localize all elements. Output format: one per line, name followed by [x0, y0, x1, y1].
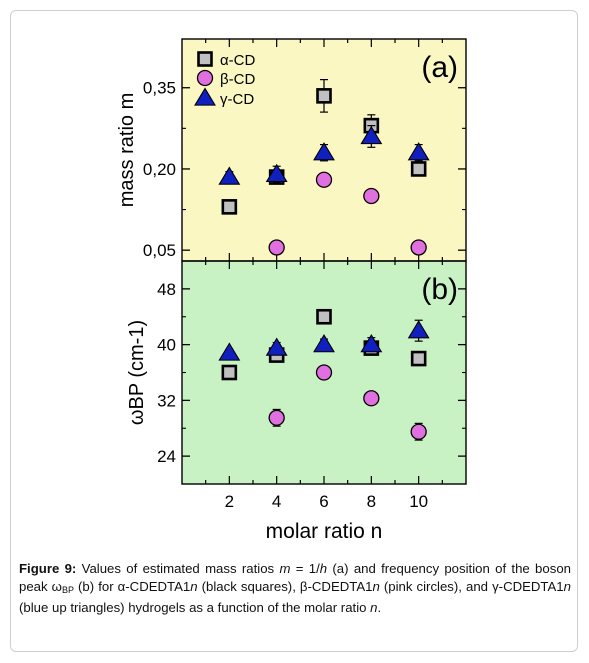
panel-a-point: [360, 125, 383, 145]
panel-a-point: [410, 239, 427, 256]
panel-b-ytick-label: 32: [157, 391, 176, 410]
panel-a-ytick-label: 0,20: [143, 160, 176, 179]
panel-b-point: [360, 334, 383, 353]
panel-b-point: [410, 350, 427, 367]
panel-a-ylabel: mass ratio m: [116, 93, 138, 207]
caption-text-3: (a) and frequency position of the boson …: [19, 561, 571, 594]
caption-sub: BP: [61, 584, 74, 595]
panel-a-label: (a): [421, 51, 458, 84]
caption-n3: n: [563, 578, 571, 594]
caption-h: h: [319, 561, 328, 576]
panel-b-point: [313, 334, 335, 353]
panel-b-point: [315, 364, 333, 381]
panel-b-point: [221, 364, 238, 381]
caption-n4: n: [370, 600, 378, 615]
caption-text-1: Values of estimated mass ratios: [76, 561, 280, 576]
xtick-label: 4: [272, 492, 281, 511]
figure-caption: Figure 9: Values of estimated mass ratio…: [19, 560, 571, 617]
panel-b-frame: [181, 260, 467, 485]
caption-text-7: (blue up triangles) hydrogels as a funct…: [19, 600, 371, 615]
data-marks: [194, 51, 430, 441]
caption-text-5: (black squares), β-CDEDTA1: [197, 578, 373, 594]
legend-marker: [196, 69, 214, 87]
xtick-label: 10: [409, 492, 428, 511]
panel-b-point: [316, 308, 332, 325]
caption-text-2: = 1/: [290, 561, 320, 576]
xtick-label: 8: [367, 492, 376, 511]
xlabel: molar ratio n: [266, 520, 383, 543]
caption-text-8: .: [377, 600, 382, 615]
panel-a-ytick-label: 0,05: [143, 241, 176, 260]
panel-a-point: [313, 142, 335, 161]
caption-m: m: [279, 561, 291, 576]
panel-b-ytick-label: 48: [157, 280, 176, 299]
panel-b-point: [363, 390, 380, 407]
legend-marker: [197, 51, 213, 67]
panel-b-point: [410, 423, 427, 440]
panel-a-ytick-label: 0,35: [143, 79, 176, 98]
legend-label: α-CD: [220, 52, 255, 69]
caption-n2: n: [372, 578, 380, 594]
panel-b-label: (b): [421, 273, 458, 306]
caption-label: Figure 9:: [19, 561, 77, 576]
panel-b-ytick-label: 24: [157, 447, 176, 466]
xtick-label: 2: [225, 492, 234, 511]
panel-a-point: [410, 161, 427, 177]
panel-a-point: [363, 187, 380, 205]
legend-label: γ-CD: [220, 91, 254, 108]
panel-a-point: [407, 142, 430, 161]
panel-a-point: [316, 88, 332, 104]
legend-label: β-CD: [220, 71, 255, 88]
panel-b-ytick-label: 40: [157, 336, 176, 355]
panel-b-point: [268, 409, 285, 426]
panel-a-point: [268, 239, 285, 256]
panel-b-point: [265, 337, 288, 356]
panel-b-point: [218, 342, 241, 361]
panel-a-point: [221, 199, 238, 215]
panel-a-point: [218, 166, 241, 185]
axes: [181, 38, 467, 485]
xtick-label: 6: [319, 492, 328, 511]
panel-b-point: [407, 320, 430, 339]
caption-text-6: (pink circles), and γ-CDEDTA1: [379, 578, 564, 594]
legend-marker: [194, 87, 216, 106]
panel-a-point: [265, 163, 288, 183]
panel-b-ylabel: ωBP (cm-1): [126, 320, 148, 425]
panel-a-point: [315, 171, 333, 188]
caption-text-4: (b) for α-CDEDTA1: [73, 578, 191, 594]
caption-n1: n: [190, 578, 198, 594]
